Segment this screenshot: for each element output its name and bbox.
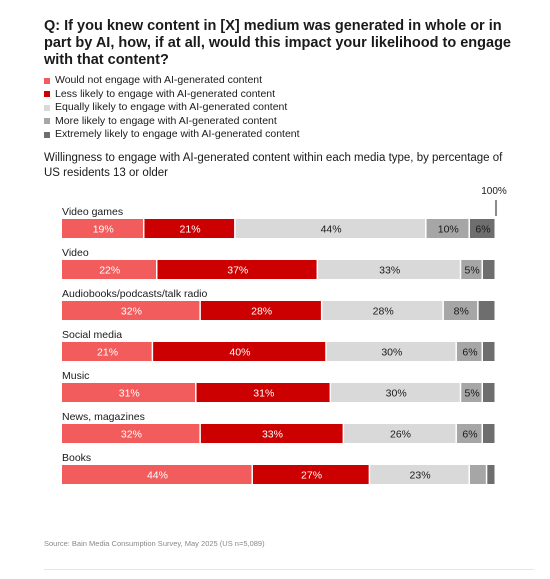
chart-legend: Would not engage with AI-generated conte… [44, 74, 300, 142]
source-note: Source: Bain Media Consumption Survey, M… [44, 539, 265, 548]
legend-label: More likely to engage with AI-generated … [55, 114, 277, 127]
bar-segment [200, 301, 321, 320]
bar-value-label: 31% [253, 388, 274, 400]
bar-value-label: 27% [301, 470, 322, 482]
bar-segment [62, 301, 200, 320]
bar-segment [62, 424, 200, 443]
bar-segment [469, 219, 495, 238]
bar-segment [443, 301, 478, 320]
axis-label-100: 100% [481, 186, 507, 197]
bar-segment [62, 219, 143, 238]
bar-value-label: 6% [462, 429, 477, 441]
bar-segment [62, 383, 196, 402]
bar-segment [469, 465, 486, 484]
bar-value-label: 30% [381, 347, 402, 359]
bar-segment [62, 342, 152, 361]
bar-segment [153, 342, 326, 361]
stacked-bar-chart: 100% Video games 19% 21% 44% 10% 6% Video 22% 37%… [62, 186, 507, 484]
bar-segment [235, 219, 426, 238]
bar-segment [344, 424, 456, 443]
category-label: Music [62, 370, 89, 382]
bar-segment [482, 260, 495, 279]
bar-value-label: 22% [99, 265, 120, 277]
bar-segment [326, 342, 456, 361]
category-label: Audiobooks/podcasts/talk radio [62, 288, 207, 300]
bar-segment [62, 260, 156, 279]
bar-segment [482, 383, 495, 402]
bar-segment [482, 342, 495, 361]
legend-label: Equally likely to engage with AI-generat… [55, 101, 288, 113]
bar-value-label: 28% [373, 306, 394, 318]
legend-item: More likely to engage with AI-generated … [44, 115, 300, 129]
category-label: Books [62, 452, 91, 464]
bar-value-label: 5% [465, 265, 480, 277]
bar-value-label: 6% [462, 347, 477, 359]
bar-segment [461, 260, 482, 279]
category-label: Social media [62, 329, 122, 341]
bar-segment [461, 383, 482, 402]
legend-swatch [44, 118, 50, 125]
bar-segment [456, 424, 482, 443]
legend-label: Less likely to engage with AI-generated … [55, 87, 276, 100]
category-label: Video games [62, 206, 123, 218]
bar-segment [200, 424, 343, 443]
category-label: Video [62, 247, 89, 259]
bar-segment [157, 260, 317, 279]
bar-segment [370, 465, 469, 484]
bar-value-label: 8% [454, 306, 469, 318]
bar-segment [456, 342, 482, 361]
bar-value-label: 21% [97, 347, 118, 359]
legend-label: Would not engage with AI-generated conte… [55, 74, 263, 86]
bar-segment [62, 465, 252, 484]
legend-item: Less likely to engage with AI-generated … [44, 88, 300, 102]
bar-segment [252, 465, 369, 484]
chart-subtitle: Willingness to engage with AI-generated … [44, 152, 503, 179]
bar-segment [196, 383, 330, 402]
bar-value-label: 33% [379, 265, 400, 277]
legend-swatch [44, 77, 50, 84]
bar-segment [478, 301, 495, 320]
footer-divider [44, 569, 534, 570]
bar-value-label: 32% [121, 429, 142, 441]
legend-item: Would not engage with AI-generated conte… [44, 74, 300, 88]
legend-swatch [44, 131, 50, 138]
question-title: Q: If you knew content in [X] medium was… [44, 18, 511, 68]
bar-value-label: 30% [386, 388, 407, 400]
bar-segment [487, 465, 495, 484]
bar-segment [331, 383, 460, 402]
bar-value-label: 37% [227, 265, 248, 277]
bar-segment [144, 219, 235, 238]
bar-value-label: 19% [93, 224, 114, 236]
bar-value-label: 32% [121, 306, 142, 318]
bar-value-label: 40% [229, 347, 250, 359]
bar-value-label: 21% [180, 224, 201, 236]
bar-segment [322, 301, 443, 320]
bar-value-label: 6% [475, 224, 490, 236]
bar-value-label: 23% [410, 470, 431, 482]
bar-value-label: 44% [147, 470, 168, 482]
bar-value-label: 33% [262, 429, 283, 441]
bar-segment [318, 260, 460, 279]
legend-swatch [44, 91, 50, 98]
legend-swatch [44, 104, 50, 111]
legend-label: Extremely likely to engage with AI-gener… [55, 128, 300, 140]
bar-value-label: 10% [438, 224, 459, 236]
bar-value-label: 26% [390, 429, 411, 441]
bar-segment [426, 219, 469, 238]
bar-value-label: 44% [321, 224, 342, 236]
category-label: News, magazines [62, 411, 145, 423]
bar-value-label: 28% [251, 306, 272, 318]
bar-value-label: 5% [465, 388, 480, 400]
bar-segment [482, 424, 495, 443]
bar-value-label: 31% [119, 388, 140, 400]
legend-item: Extremely likely to engage with AI-gener… [44, 128, 300, 142]
legend-item: Equally likely to engage with AI-generat… [44, 101, 300, 115]
